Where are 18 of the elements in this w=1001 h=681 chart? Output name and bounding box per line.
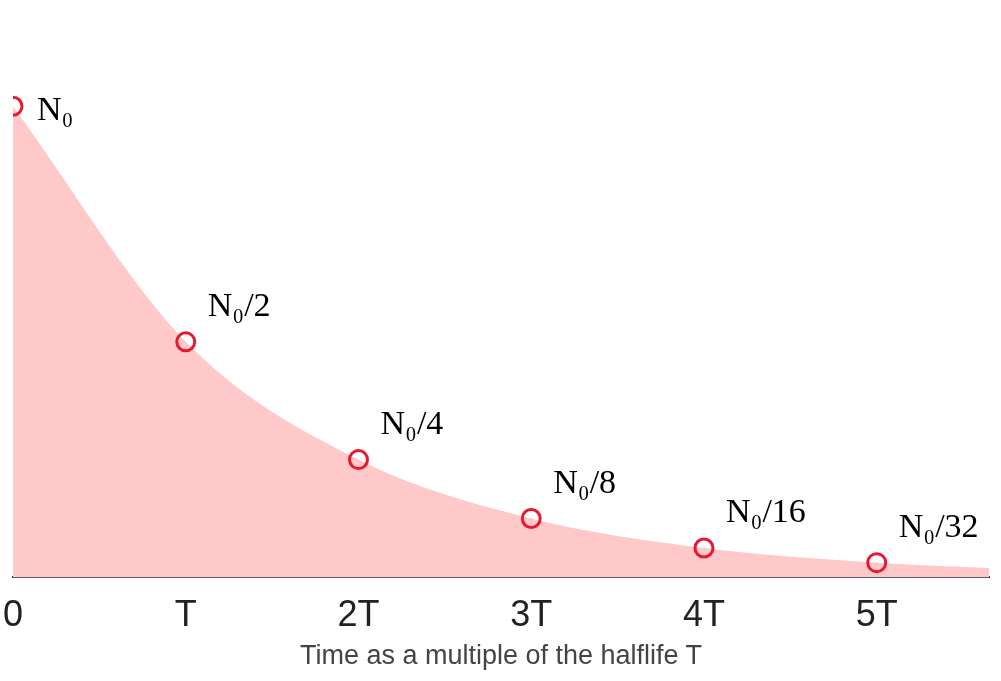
x-tick-label: 5T <box>855 592 898 634</box>
point <box>175 331 197 353</box>
point <box>693 537 715 559</box>
annotation: N₀/16 <box>725 491 806 529</box>
annotation: N₀/32 <box>898 506 979 544</box>
x-tick-label: 0 <box>3 592 24 634</box>
x-axis-title: Time as a multiple of the halflife T <box>299 640 703 671</box>
annotation: N₀/2 <box>207 285 271 323</box>
x-tick-label: T <box>174 592 197 634</box>
point <box>866 552 888 574</box>
annotation: N₀ <box>37 90 74 128</box>
point <box>520 508 542 529</box>
annotation: N₀/8 <box>553 462 617 500</box>
x-tick-label: 4T <box>682 592 725 634</box>
point <box>347 449 369 471</box>
x-tick-label: 2T <box>337 592 380 634</box>
x-tick-label: 3T <box>510 592 553 634</box>
annotation: N₀/4 <box>380 403 444 441</box>
